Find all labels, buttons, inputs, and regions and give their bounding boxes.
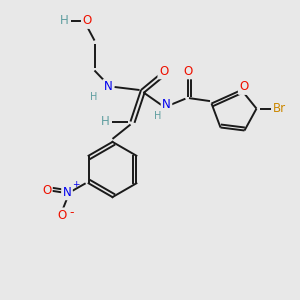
Text: H: H [154,111,161,121]
Text: O: O [159,65,168,78]
Text: +: + [72,180,79,189]
Text: O: O [239,80,248,94]
Text: Br: Br [272,102,286,115]
Text: H: H [90,92,97,102]
Text: H: H [100,115,109,128]
Text: -: - [70,206,74,220]
Text: O: O [42,184,51,197]
Text: O: O [82,14,91,28]
Text: O: O [58,209,67,222]
Text: N: N [162,98,171,111]
Text: O: O [183,65,192,78]
Text: N: N [63,186,71,199]
Text: H: H [60,14,69,28]
Text: N: N [103,80,112,94]
